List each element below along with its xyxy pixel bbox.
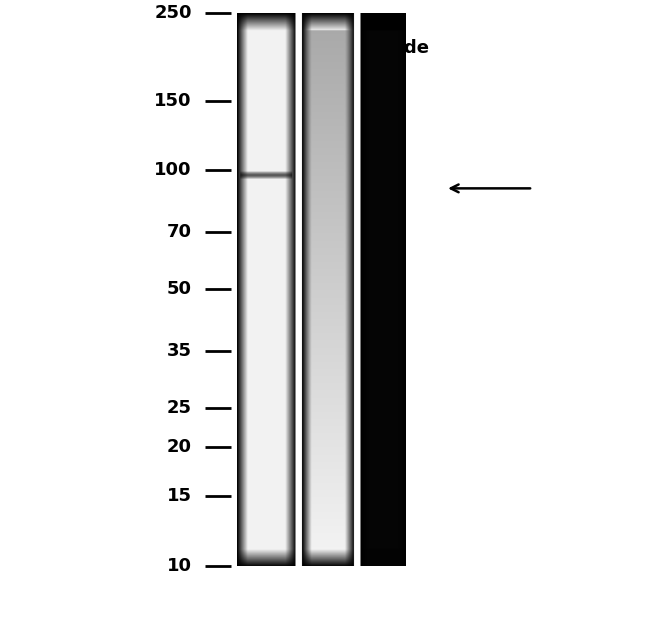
- Text: 150: 150: [154, 91, 192, 109]
- Text: –: –: [260, 38, 270, 59]
- Text: 20: 20: [167, 438, 192, 456]
- Text: +: +: [322, 39, 339, 58]
- Text: 10: 10: [167, 557, 192, 575]
- Text: 15: 15: [167, 487, 192, 505]
- Text: 70: 70: [167, 222, 192, 240]
- Text: 100: 100: [154, 161, 192, 179]
- Text: 50: 50: [167, 280, 192, 298]
- Text: 250: 250: [154, 4, 192, 22]
- Text: Peptide: Peptide: [351, 39, 429, 57]
- Text: 25: 25: [167, 399, 192, 417]
- Text: 35: 35: [167, 341, 192, 359]
